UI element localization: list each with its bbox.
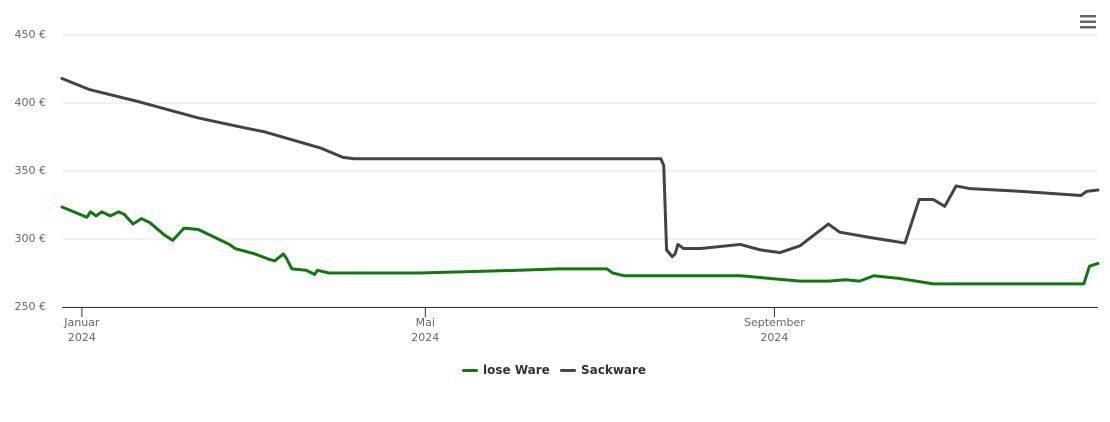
series-line bbox=[60, 205, 1100, 286]
y-tick-label: 250 € bbox=[15, 300, 47, 313]
legend-label: lose Ware bbox=[483, 363, 550, 377]
legend-item[interactable]: Sackware bbox=[560, 363, 646, 377]
legend-item[interactable]: lose Ware bbox=[462, 363, 550, 377]
legend-label: Sackware bbox=[581, 363, 647, 377]
y-tick-label: 400 € bbox=[15, 96, 47, 109]
y-tick-label: 350 € bbox=[15, 164, 47, 177]
y-tick-label: 450 € bbox=[15, 28, 47, 41]
menu-button[interactable] bbox=[1080, 15, 1096, 29]
y-tick-label: 300 € bbox=[15, 232, 47, 245]
x-tick-label: Januar 2024 bbox=[64, 316, 100, 344]
legend-swatch bbox=[560, 368, 576, 372]
x-tick-label: Mai 2024 bbox=[411, 316, 440, 344]
legend-swatch bbox=[462, 368, 478, 372]
menu-bar bbox=[1080, 26, 1096, 29]
x-tick-label: September 2024 bbox=[744, 316, 805, 344]
menu-bar bbox=[1080, 20, 1096, 23]
series-line bbox=[60, 77, 1100, 259]
menu-bar bbox=[1080, 15, 1096, 18]
